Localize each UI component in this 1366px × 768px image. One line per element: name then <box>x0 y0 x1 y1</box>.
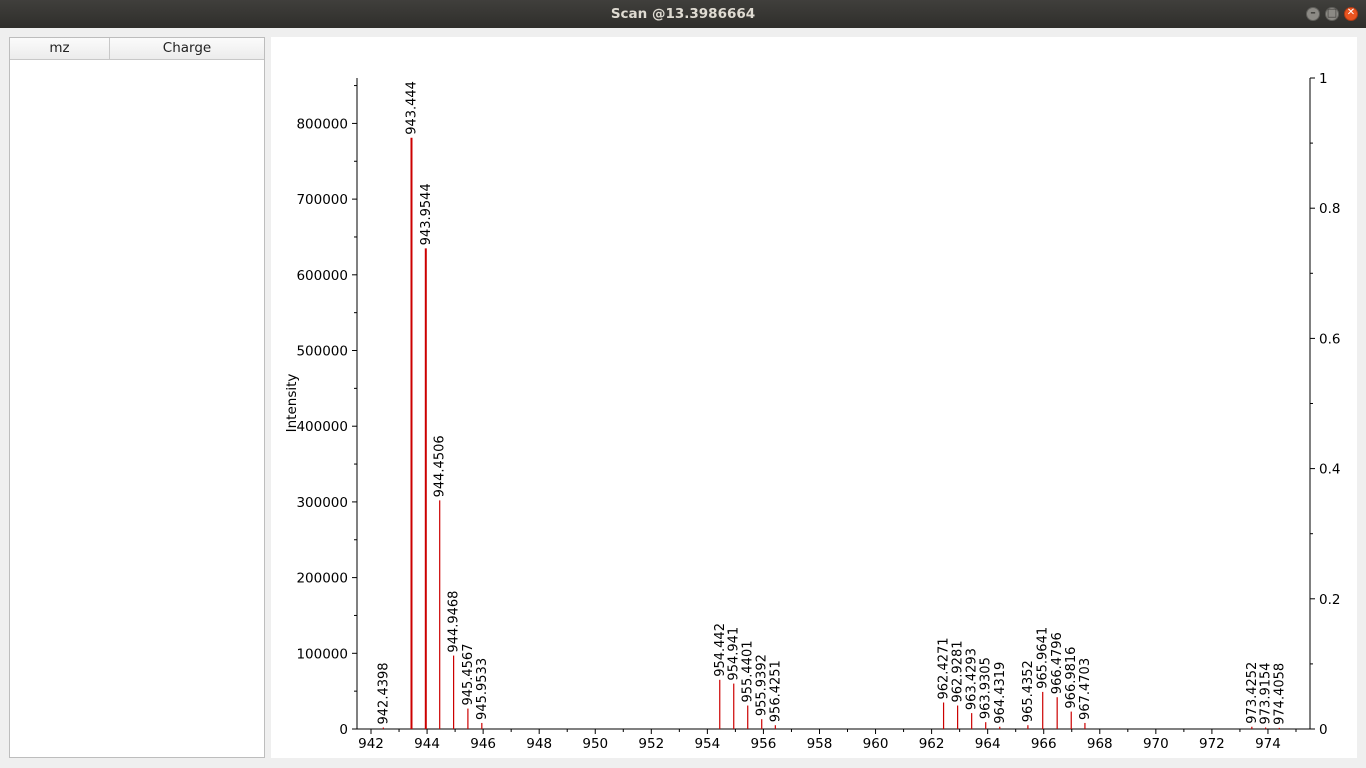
y2-tick-label: 1 <box>1319 71 1328 87</box>
x-tick-label: 972 <box>1199 736 1225 752</box>
peak-label: 962.9281 <box>951 641 966 703</box>
peak-label: 955.9392 <box>755 654 770 716</box>
y-tick-label: 400000 <box>296 419 348 435</box>
column-header-mz[interactable]: mz <box>10 38 110 59</box>
peak-label: 963.4293 <box>965 648 980 710</box>
x-tick-label: 964 <box>975 736 1001 752</box>
y-tick-label: 800000 <box>296 116 348 132</box>
window-title: Scan @13.3986664 <box>610 6 756 22</box>
x-tick-label: 974 <box>1255 736 1281 752</box>
minimize-icon[interactable]: – <box>1306 6 1320 21</box>
peak-label: 965.4352 <box>1021 660 1036 722</box>
table-header: mz Charge <box>10 38 264 60</box>
x-tick-label: 944 <box>414 736 440 752</box>
y2-tick-label: 0.6 <box>1319 331 1340 347</box>
peak-label: 963.9305 <box>979 657 994 719</box>
peak-label: 945.9533 <box>475 658 490 720</box>
x-tick-label: 948 <box>526 736 552 752</box>
peak-label: 954.941 <box>727 627 742 681</box>
peak-label: 943.9544 <box>419 183 434 245</box>
x-tick-label: 960 <box>863 736 889 752</box>
x-tick-label: 968 <box>1087 736 1113 752</box>
y2-tick-label: 0.2 <box>1319 592 1340 608</box>
peak-label: 944.4506 <box>433 435 448 497</box>
maximize-icon[interactable]: □ <box>1325 6 1339 21</box>
x-tick-label: 962 <box>919 736 945 752</box>
peak-label: 965.9641 <box>1036 627 1051 689</box>
peak-label: 967.4703 <box>1078 658 1093 720</box>
window-titlebar[interactable]: Scan @13.3986664 – □ ✕ <box>0 0 1366 28</box>
peaks-layer <box>382 137 1280 729</box>
y-tick-label: 200000 <box>296 571 348 587</box>
y-tick-label: 0 <box>339 722 348 738</box>
peak-label: 973.9154 <box>1259 662 1274 724</box>
y-tick-label: 700000 <box>296 192 348 208</box>
close-icon[interactable]: ✕ <box>1344 7 1358 21</box>
peak-table[interactable]: mz Charge <box>9 37 265 758</box>
spectrum-plot-panel[interactable]: 942 944 946 948 950 952 954 956 958 960 962 964 966 9… <box>271 37 1357 758</box>
peak-label: 942.4398 <box>376 662 391 724</box>
y2-tick-label: 0.4 <box>1319 462 1340 478</box>
peak-label: 956.4251 <box>768 660 783 722</box>
x-tick-label: 950 <box>582 736 608 752</box>
spectrum-chart[interactable]: 942 944 946 948 950 952 954 956 958 960 962 964 966 9… <box>271 37 1357 758</box>
peak-label: 945.4567 <box>461 644 476 706</box>
x-tick-label: 954 <box>694 736 720 752</box>
axes: 942 944 946 948 950 952 954 956 958 960 962 964 966 9… <box>296 71 1340 752</box>
peak-labels-layer: 942.4398943.444943.9544944.4506944.94689… <box>376 81 1287 725</box>
y-tick-label: 500000 <box>296 344 348 360</box>
peak-label: 944.9468 <box>447 591 462 653</box>
peak-label: 966.4796 <box>1050 632 1065 694</box>
x-tick-label: 956 <box>751 736 777 752</box>
y-tick-label: 600000 <box>296 268 348 284</box>
y-tick-label: 300000 <box>296 495 348 511</box>
peak-label: 964.4319 <box>993 662 1008 724</box>
column-header-charge[interactable]: Charge <box>162 40 212 56</box>
peak-label: 974.4058 <box>1272 663 1287 725</box>
y2-tick-label: 0 <box>1319 722 1328 738</box>
y-tick-label: 100000 <box>296 646 348 662</box>
x-tick-label: 958 <box>807 736 833 752</box>
x-tick-label: 942 <box>358 736 384 752</box>
peak-label: 954.442 <box>713 623 728 677</box>
x-tick-label: 946 <box>470 736 496 752</box>
peak-label: 962.4271 <box>937 637 952 699</box>
y2-tick-label: 0.8 <box>1319 201 1340 217</box>
peak-label: 943.444 <box>404 81 419 135</box>
peak-label: 955.4401 <box>741 641 756 703</box>
peak-label: 973.4252 <box>1245 662 1260 724</box>
y-axis-label: Intensity <box>284 374 300 433</box>
peak-label: 966.9816 <box>1064 647 1079 709</box>
x-tick-label: 952 <box>638 736 664 752</box>
x-tick-label: 970 <box>1143 736 1169 752</box>
x-tick-label: 966 <box>1031 736 1057 752</box>
